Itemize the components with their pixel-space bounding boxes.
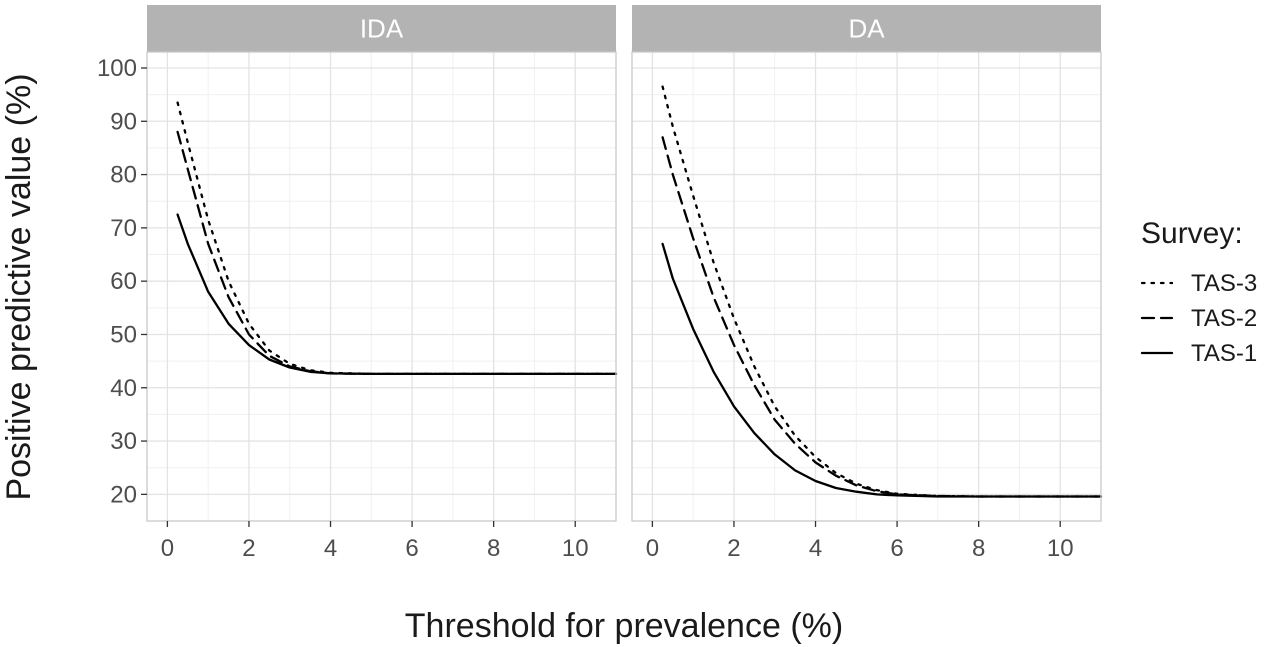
- x-axis-title: Threshold for prevalence (%): [405, 607, 843, 645]
- panel-da-x-tick-label: 6: [890, 535, 903, 562]
- panel-da-x-tick-label: 8: [972, 535, 985, 562]
- y-tick-label: 20: [110, 481, 137, 508]
- legend-label-tas-2: TAS-2: [1191, 305, 1257, 332]
- panel-ida-border: [146, 51, 617, 522]
- y-tick-label: 60: [110, 268, 137, 295]
- y-axis-title: Positive predictive value (%): [0, 73, 38, 500]
- panel-da-x-tick-label: 4: [809, 535, 822, 562]
- legend-title: Survey:: [1141, 217, 1243, 250]
- panel-da-series-tas-1: [661, 242, 1103, 498]
- legend-label-tas-3: TAS-3: [1191, 270, 1257, 297]
- y-tick-label: 70: [110, 215, 137, 242]
- y-tick-label: 50: [110, 321, 137, 348]
- panel-ida-x-tick-label: 8: [487, 535, 500, 562]
- y-tick-label: 90: [110, 108, 137, 135]
- panel-ida-x-tick-label: 0: [161, 535, 174, 562]
- y-tick-label: 80: [110, 162, 137, 189]
- legend-label-tas-1: TAS-1: [1191, 340, 1257, 367]
- panel-da-strip: [632, 5, 1101, 52]
- panel-da-series-tas-2: [661, 136, 1103, 498]
- panel-da-x-tick-label: 10: [1047, 535, 1074, 562]
- panel-ida-series-tas-1: [176, 213, 618, 376]
- panel-da-plot-background: [632, 52, 1101, 521]
- panel-ida-strip: [147, 5, 616, 52]
- panel-da-strip-label: DA: [848, 14, 885, 44]
- panel-da-x-tick-label: 2: [727, 535, 740, 562]
- panel-ida-plot-background: [147, 52, 616, 521]
- panel-ida-x-tick-label: 4: [324, 535, 337, 562]
- panel-ida-x-tick-label: 2: [242, 535, 255, 562]
- panel-da-border: [631, 51, 1102, 522]
- y-tick-label: 30: [110, 428, 137, 455]
- panel-da-x-tick-label: 0: [646, 535, 659, 562]
- panel-ida-x-tick-label: 6: [405, 535, 418, 562]
- panel-ida-x-tick-label: 10: [562, 535, 589, 562]
- panel-ida-strip-label: IDA: [360, 14, 404, 44]
- y-tick-label: 40: [110, 375, 137, 402]
- panel-ida-series-tas-3: [176, 101, 618, 376]
- y-tick-label: 100: [97, 55, 137, 82]
